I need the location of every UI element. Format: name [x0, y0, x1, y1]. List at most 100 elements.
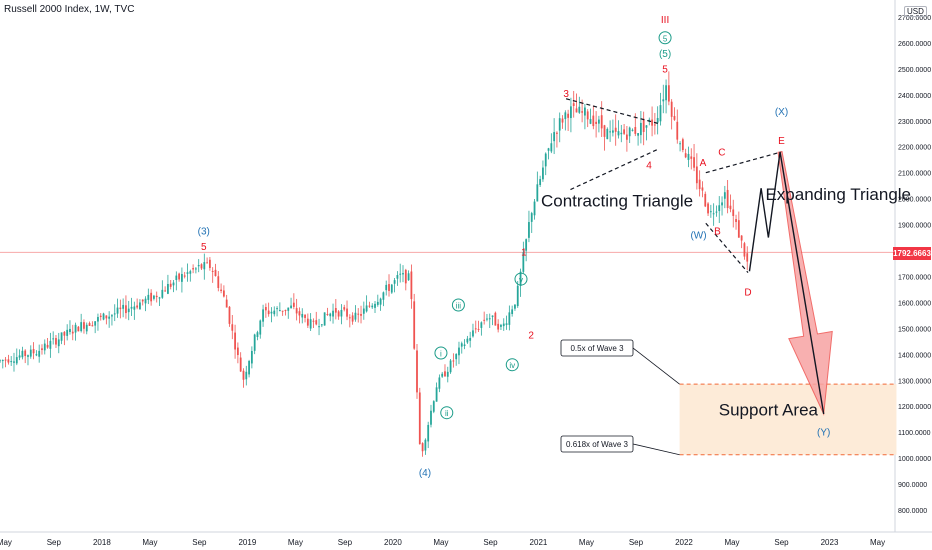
candle-body	[737, 220, 740, 238]
candle-body	[80, 322, 83, 332]
candle-body	[424, 439, 427, 451]
candle-body	[320, 324, 323, 326]
candle-body	[111, 315, 113, 317]
candle-body	[665, 85, 667, 101]
candle-body	[623, 129, 625, 134]
candle-body	[340, 309, 343, 317]
x-tick-label: May	[724, 538, 739, 547]
candle-body	[357, 313, 360, 315]
x-tick-label: May	[0, 538, 12, 547]
candle-body	[735, 219, 737, 222]
candle-body	[139, 302, 141, 310]
candle-body	[536, 184, 539, 202]
y-tick-label: 2200.0000	[898, 145, 931, 152]
candle-body	[281, 310, 284, 312]
candle-body	[684, 153, 687, 158]
candle-body	[0, 360, 1, 362]
candle-body	[592, 115, 595, 127]
candle-body	[315, 320, 318, 325]
y-tick-label: 1200.0000	[898, 404, 931, 411]
y-tick-label: 2000.0000	[898, 197, 931, 204]
candle-body	[469, 337, 472, 341]
candle-body	[273, 310, 276, 315]
candle-body	[399, 273, 402, 275]
y-tick-label: 900.0000	[898, 482, 927, 489]
wave-label-circle	[514, 272, 528, 286]
candle-body	[63, 331, 66, 336]
x-tick-label: Sep	[192, 538, 207, 547]
candle-body	[444, 371, 446, 377]
candle-body	[595, 121, 598, 124]
candle-body	[133, 306, 136, 310]
candle-body	[77, 326, 80, 332]
candle-body	[505, 323, 508, 325]
candle-body	[651, 119, 653, 126]
callout-1: 0.5x of Wave 3	[560, 339, 680, 385]
wave-label: E	[778, 136, 785, 147]
candle-body	[572, 103, 575, 106]
candle-body	[85, 324, 88, 332]
candle-body	[430, 410, 432, 425]
candle-body	[346, 308, 348, 317]
candle-body	[239, 357, 242, 372]
candle-body	[631, 129, 634, 131]
candle-body	[276, 308, 278, 310]
candle-body	[460, 343, 463, 347]
callout-box	[560, 435, 634, 453]
wave-label: 2	[528, 330, 534, 341]
candle-body	[309, 319, 312, 329]
candle-body	[262, 309, 264, 322]
candle-body	[127, 308, 130, 313]
candle-body	[169, 283, 172, 287]
candle-body	[147, 294, 150, 300]
candle-body	[413, 301, 416, 349]
candle-body	[94, 321, 97, 326]
candle-body	[102, 313, 105, 320]
candle-body	[284, 309, 287, 311]
candle-body	[598, 119, 600, 124]
candle-body	[105, 315, 108, 319]
candle-body	[374, 303, 376, 308]
candle-body	[653, 124, 656, 126]
candle-body	[410, 271, 413, 300]
candle-body	[332, 310, 334, 317]
candle-body	[83, 322, 85, 329]
candle-body	[130, 306, 133, 309]
candle-body	[690, 156, 693, 159]
candle-body	[681, 139, 684, 150]
candle-body	[362, 308, 365, 314]
candle-body	[628, 127, 631, 137]
currency-label[interactable]: USD	[904, 6, 927, 17]
candle-body	[404, 269, 407, 284]
wave-label: 4	[646, 160, 652, 171]
candle-body	[91, 325, 94, 327]
candle-body	[746, 253, 749, 262]
candle-body	[27, 355, 29, 357]
wave-label: iii	[456, 302, 462, 311]
callout-text: 0.618x of Wave 3	[566, 440, 629, 449]
candle-body	[211, 270, 214, 272]
candle-body	[614, 127, 617, 132]
candle-body	[371, 305, 374, 308]
x-tick-label: May	[433, 538, 448, 547]
candle-body	[452, 360, 455, 362]
candle-body	[181, 274, 183, 282]
candle-body	[393, 280, 396, 284]
wave-label-circle	[505, 358, 519, 372]
wave-label: 5	[201, 242, 207, 253]
candle-body	[544, 153, 547, 167]
candle-body	[306, 318, 309, 326]
annotation-text: Expanding Triangle	[765, 185, 911, 204]
candle-body	[385, 284, 388, 291]
y-tick-label: 1400.0000	[898, 352, 931, 359]
candle-body	[670, 101, 673, 117]
candle-body	[32, 349, 35, 354]
candle-body	[242, 370, 245, 380]
candle-body	[4, 359, 7, 361]
candle-body	[463, 344, 466, 346]
candle-body	[49, 340, 52, 349]
candle-body	[144, 298, 147, 304]
candle-body	[141, 299, 144, 302]
candle-body	[206, 262, 208, 264]
